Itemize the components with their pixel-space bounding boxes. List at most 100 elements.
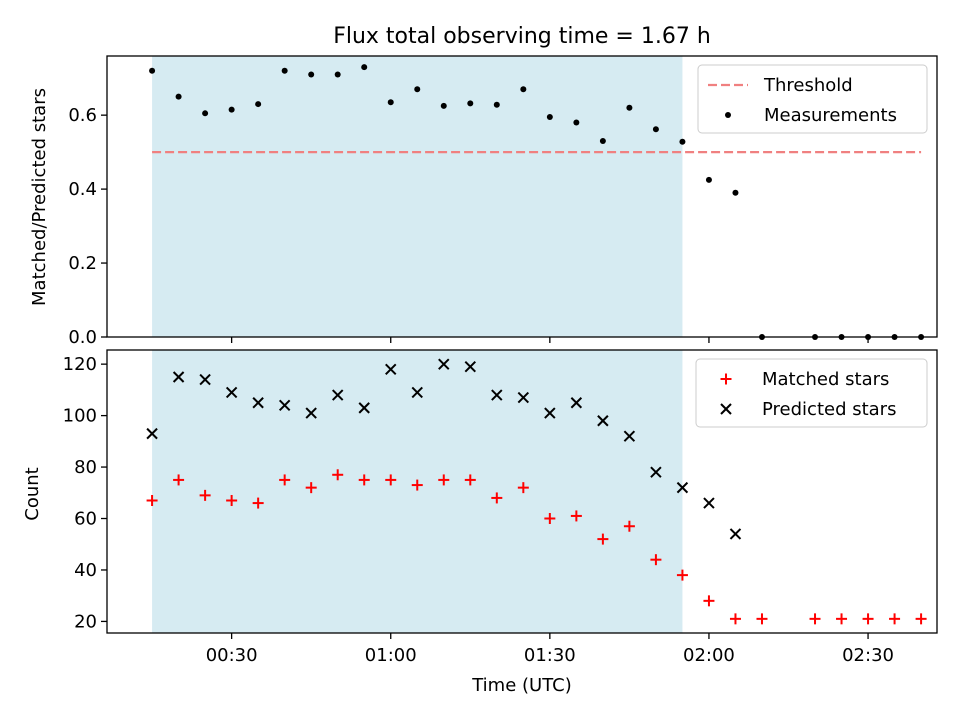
data-point: [756, 613, 768, 625]
top-y-axis-label: Matched/Predicted stars: [29, 88, 50, 306]
y-tick-label: 120: [63, 354, 97, 375]
data-point: [676, 481, 689, 494]
data-point-stroke: [252, 397, 264, 409]
data-point-stroke: [597, 415, 609, 427]
x-tick-label: 01:00: [365, 645, 417, 666]
data-point-stroke: [199, 373, 211, 386]
data-point: [544, 513, 556, 525]
x-tick-label: 02:30: [842, 645, 894, 666]
series-predicted-stars: [146, 358, 742, 540]
data-point: [544, 407, 556, 419]
x-tick-label: 00:30: [206, 645, 258, 666]
legend-label: Predicted stars: [762, 399, 896, 420]
data-point: [146, 427, 158, 440]
data-point: [332, 469, 344, 481]
data-point: [597, 415, 609, 427]
legend-swatch: [720, 403, 732, 415]
data-point: [146, 495, 158, 507]
data-point: [573, 119, 580, 126]
legend-entry: Predicted stars: [720, 399, 896, 420]
axes-frame: [106, 55, 938, 338]
data-point-stroke: [411, 386, 423, 399]
data-point: [387, 99, 394, 106]
data-point: [305, 482, 317, 494]
data-point: [809, 613, 821, 625]
data-point: [255, 101, 262, 108]
data-point: [202, 110, 209, 117]
y-tick-label: 20: [74, 611, 97, 632]
data-point-stroke: [491, 389, 503, 401]
y-tick-label: 40: [74, 560, 97, 581]
data-point: [729, 613, 741, 625]
data-point: [599, 138, 606, 145]
data-point: [597, 533, 609, 545]
data-point: [650, 554, 662, 566]
data-point: [889, 613, 901, 625]
data-point: [199, 373, 211, 386]
y-tick-label: 60: [74, 509, 97, 530]
x-tick-label: 02:00: [683, 645, 735, 666]
legend-entry: Measurements: [725, 105, 897, 126]
data-point-stroke: [305, 407, 317, 419]
x-tick-label: 01:30: [524, 645, 576, 666]
data-point: [703, 497, 715, 509]
data-point-stroke: [358, 402, 370, 414]
data-point-stroke: [517, 391, 530, 404]
series-measurements: [149, 64, 925, 340]
data-point: [623, 520, 635, 532]
data-point: [225, 386, 238, 399]
data-point: [228, 106, 235, 113]
data-point: [915, 613, 927, 625]
data-point: [464, 474, 476, 486]
data-point: [623, 430, 636, 442]
data-point: [703, 595, 715, 607]
y-tick-label: 0.2: [68, 253, 97, 274]
data-point: [546, 114, 553, 121]
legend-box: [697, 64, 928, 134]
y-tick-label: 0.4: [68, 179, 97, 200]
data-point-stroke: [146, 427, 158, 440]
legend: Matched stars Predicted stars: [695, 358, 928, 428]
data-point-stroke: [676, 481, 689, 494]
y-tick-label: 100: [63, 406, 97, 427]
data-point-stroke: [729, 528, 742, 540]
data-point: [652, 126, 659, 133]
legend-entry: Threshold: [708, 75, 853, 96]
data-point-stroke: [570, 397, 583, 409]
data-point: [358, 402, 370, 414]
data-point: [438, 474, 450, 486]
data-point: [385, 363, 397, 376]
bottom-plot: 20 40 60 80 100 120 00:30 01:00 01:30 02:00 02:30 M…: [63, 349, 938, 666]
y-tick-label: 80: [74, 457, 97, 478]
data-point: [493, 101, 500, 108]
data-point: [491, 389, 503, 401]
data-point: [440, 102, 447, 109]
data-point: [358, 474, 370, 486]
data-point: [334, 71, 341, 78]
data-point: [836, 613, 848, 625]
data-point: [281, 67, 288, 74]
legend-swatch: [725, 112, 731, 118]
data-point-stroke: [385, 363, 397, 376]
data-point: [570, 397, 583, 409]
data-point: [679, 138, 686, 145]
data-point: [626, 104, 633, 111]
data-point: [517, 482, 529, 494]
y-tick-label: 0.6: [68, 105, 97, 126]
legend-box: [695, 358, 928, 428]
data-point-stroke: [172, 371, 185, 383]
legend-label: Threshold: [763, 75, 853, 96]
data-point: [438, 358, 450, 370]
legend-entry: Matched stars: [720, 369, 889, 390]
data-point: [279, 474, 291, 486]
data-point: [149, 67, 156, 74]
data-point-stroke: [225, 386, 238, 399]
x-axis-label: Time (UTC): [471, 675, 572, 696]
data-point-stroke: [438, 358, 450, 370]
data-point: [517, 391, 530, 404]
data-point-stroke: [464, 361, 476, 373]
data-point: [252, 397, 264, 409]
shaded-observing-span: [152, 350, 683, 633]
data-point: [570, 510, 582, 522]
data-point-stroke: [278, 399, 291, 412]
